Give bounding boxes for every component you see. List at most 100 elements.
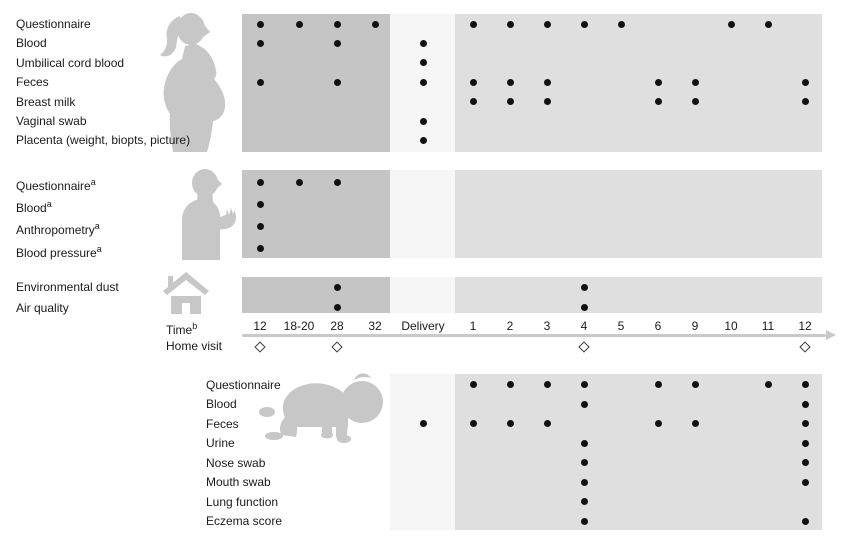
- row-label-text: Blood: [16, 36, 47, 51]
- sample-dot: [727, 20, 735, 28]
- row-label-text: Mouth swab: [206, 475, 271, 489]
- sample-dot: [543, 78, 551, 86]
- sample-dot: [256, 178, 264, 186]
- home-visit-diamond: [799, 341, 811, 353]
- sample-dot: [580, 20, 588, 28]
- row-label: Mouth swab: [206, 474, 271, 490]
- sample-dot: [333, 39, 341, 47]
- row-label: Urine: [206, 435, 235, 451]
- time-tick-label: 12: [798, 319, 812, 333]
- sample-dot: [543, 381, 551, 388]
- sample-dot: [580, 498, 588, 505]
- sample-dot: [469, 20, 477, 28]
- sample-dot: [580, 478, 588, 486]
- sample-dot: [801, 400, 809, 408]
- row-label: Feces: [16, 74, 49, 90]
- row-label-text: Questionnaire: [16, 179, 91, 193]
- time-tick-label: 28: [330, 319, 344, 333]
- sample-dot: [469, 381, 477, 388]
- row-label-superscript: a: [94, 221, 100, 232]
- sample-dot: [333, 304, 341, 312]
- sample-dot: [580, 381, 588, 388]
- sample-dot: [801, 459, 809, 466]
- row-label: Blood: [206, 396, 237, 412]
- postnatal-period-block: [455, 170, 822, 258]
- time-axis-title-superscript: b: [192, 321, 198, 331]
- sample-dot: [469, 420, 477, 427]
- row-label-text: Blood pressure: [16, 245, 97, 260]
- sample-dot: [333, 283, 341, 291]
- sample-dot: [801, 420, 809, 427]
- row-label-text: Umbilical cord blood: [16, 55, 125, 70]
- time-tick-label: 32: [368, 319, 382, 333]
- sample-dot: [333, 178, 341, 186]
- row-label-text: Feces: [16, 75, 49, 90]
- postnatal-period-block: [455, 277, 822, 313]
- sample-dot: [691, 381, 699, 388]
- sample-dot: [580, 283, 588, 291]
- row-label: Breast milk: [16, 94, 75, 110]
- sample-dot: [580, 517, 588, 525]
- row-label-text: Eczema score: [206, 514, 283, 528]
- row-label-superscript: a: [96, 243, 102, 254]
- sample-dot: [617, 20, 625, 28]
- time-tick-label: 10: [724, 319, 738, 333]
- row-label: Air quality: [16, 300, 69, 316]
- row-label: Questionnairea: [16, 174, 96, 194]
- row-label-text: Blood: [206, 397, 237, 411]
- sample-dot: [691, 420, 699, 427]
- sample-dot: [506, 381, 514, 388]
- time-tick-label: 9: [691, 319, 699, 333]
- time-tick-label: 11: [761, 319, 775, 333]
- time-tick-label: 5: [617, 319, 625, 333]
- sample-dot: [654, 78, 662, 86]
- pregnancy-period-block: [242, 170, 390, 258]
- sample-dot: [801, 98, 809, 106]
- row-label-superscript: a: [90, 177, 96, 187]
- postnatal-period-block: [455, 14, 822, 152]
- crawling-baby-icon: [259, 373, 383, 443]
- sample-dot: [419, 39, 427, 47]
- time-axis-arrow: [826, 330, 836, 340]
- pregnancy-period-block: [242, 14, 390, 152]
- time-tick-label: 1: [469, 319, 477, 333]
- sample-dot: [580, 439, 588, 447]
- sample-dot: [691, 78, 699, 86]
- sample-dot: [469, 78, 477, 86]
- row-label-text: Urine: [206, 436, 235, 450]
- sample-dot: [419, 136, 427, 144]
- row-label: Environmental dust: [16, 279, 119, 295]
- time-axis-title-text: Time: [166, 323, 193, 337]
- house-icon: [163, 272, 209, 314]
- sample-dot: [764, 20, 772, 28]
- sample-dot: [256, 20, 264, 28]
- home-visit-label: Home visit: [166, 339, 223, 353]
- row-label: Blood pressurea: [16, 241, 102, 261]
- sample-dot: [654, 98, 662, 106]
- home-visit-diamond: [254, 341, 266, 353]
- sample-dot: [506, 420, 514, 427]
- sample-dot: [506, 98, 514, 106]
- time-tick-label: 18-20: [283, 319, 315, 333]
- time-tick-label: 6: [654, 319, 662, 333]
- row-label: Blooda: [16, 196, 52, 216]
- row-label-text: Vaginal swab: [16, 114, 87, 128]
- sample-dot: [419, 420, 427, 427]
- row-label-text: Nose swab: [206, 455, 266, 470]
- delivery-period-block: [390, 374, 455, 530]
- sample-dot: [419, 59, 427, 67]
- delivery-period-block: [390, 277, 455, 313]
- sample-dot: [764, 381, 772, 388]
- sample-dot: [801, 439, 809, 447]
- sample-dot: [801, 517, 809, 525]
- sample-dot: [580, 304, 588, 312]
- sample-dot: [506, 78, 514, 86]
- sample-dot: [295, 20, 303, 28]
- row-label-text: Feces: [206, 416, 239, 431]
- time-axis-title: Timeb: [166, 319, 197, 337]
- sample-dot: [801, 381, 809, 388]
- row-label-superscript: a: [46, 199, 52, 210]
- postnatal-period-block: [455, 374, 822, 530]
- sample-dot: [506, 20, 514, 28]
- sample-dot: [543, 98, 551, 106]
